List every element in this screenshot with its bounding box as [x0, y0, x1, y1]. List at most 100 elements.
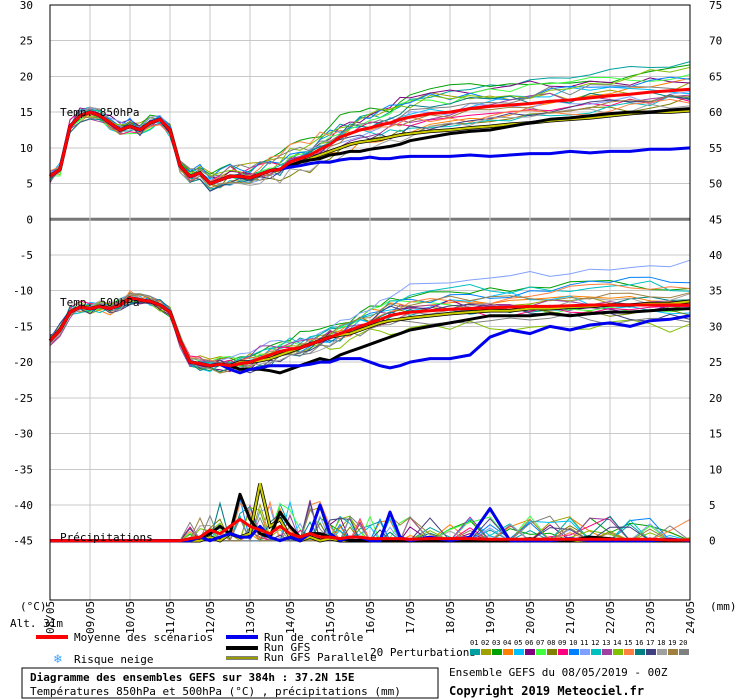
perturb-legend-number: 03: [492, 639, 500, 647]
x-tick-label: 08/05: [44, 601, 57, 634]
x-tick-label: 22/05: [604, 601, 617, 634]
panel-label-t850: Temp. 850hPa: [60, 106, 139, 119]
x-tick-label: 20/05: [524, 601, 537, 634]
chart-subtitle: Températures 850hPa et 500hPa (°C) , pré…: [30, 685, 401, 698]
perturb-legend-number: 13: [602, 639, 610, 647]
perturb-legend-swatch: [536, 649, 546, 655]
legend-gfspar-label: Run GFS Parallele: [264, 651, 377, 664]
left-tick-label: 25: [20, 35, 33, 48]
perturb-legend-swatch: [547, 649, 557, 655]
left-axis-unit: (°C): [20, 600, 47, 613]
x-tick-label: 14/05: [284, 601, 297, 634]
altitude-label: Alt. 31m: [10, 617, 63, 630]
left-tick-label: -35: [13, 463, 33, 476]
right-tick-label: 15: [709, 428, 722, 441]
left-tick-label: 30: [20, 0, 33, 12]
perturb-legend-swatch: [591, 649, 601, 655]
snowflake-icon: ❄: [53, 652, 62, 667]
right-tick-label: 70: [709, 35, 722, 48]
x-tick-label: 12/05: [204, 601, 217, 634]
panel-label-precip: Précipitations: [60, 531, 153, 544]
left-tick-label: 20: [20, 70, 33, 83]
perturb-legend-number: 06: [525, 639, 533, 647]
perturbation-line-t850: [49, 95, 691, 188]
perturb-legend-swatch: [646, 649, 656, 655]
perturb-legend-number: 01: [470, 639, 478, 647]
perturb-legend-number: 12: [591, 639, 599, 647]
x-tick-label: 24/05: [684, 601, 697, 634]
right-tick-label: 0: [709, 535, 716, 548]
perturbation-line-t500: [49, 292, 691, 374]
right-tick-label: 30: [709, 320, 722, 333]
perturb-legend-swatch: [569, 649, 579, 655]
left-tick-label: -45: [13, 535, 33, 548]
right-tick-label: 20: [709, 392, 722, 405]
x-tick-label: 18/05: [444, 601, 457, 634]
perturb-legend-number: 09: [558, 639, 566, 647]
left-tick-label: -5: [20, 249, 33, 262]
perturb-legend-swatch: [558, 649, 568, 655]
left-tick-label: 5: [26, 178, 33, 191]
right-tick-label: 75: [709, 0, 722, 12]
right-tick-label: 40: [709, 249, 722, 262]
left-tick-label: 10: [20, 142, 33, 155]
copyright: Copyright 2019 Meteociel.fr: [449, 684, 644, 698]
right-axis-unit: (mm): [710, 600, 737, 613]
right-tick-label: 25: [709, 356, 722, 369]
left-tick-label: -10: [13, 285, 33, 298]
x-tick-label: 13/05: [244, 601, 257, 634]
main-series-lines: [48, 87, 691, 543]
panel-label-t500: Temp. 500hPa: [60, 296, 139, 309]
x-tick-label: 16/05: [364, 601, 377, 634]
legend-snow-label: Risque neige: [74, 653, 153, 666]
legend-mean-label: Moyenne des scénarios: [74, 631, 213, 644]
series-line-t500: [48, 296, 690, 368]
perturb-legend-swatch: [668, 649, 678, 655]
perturbation-line-t850: [49, 74, 691, 186]
right-tick-label: 10: [709, 463, 722, 476]
left-tick-label: -30: [13, 428, 33, 441]
x-tick-label: 17/05: [404, 601, 417, 634]
series-line-precip: [50, 517, 690, 543]
perturb-legend-swatch: [679, 649, 689, 655]
x-tick-label: 11/05: [164, 601, 177, 634]
legend-control-label: Run de contrôle: [264, 631, 363, 644]
perturb-legend-swatch: [514, 649, 524, 655]
perturb-legend-number: 15: [624, 639, 632, 647]
x-tick-label: 10/05: [124, 601, 137, 634]
left-axis-ticks: 30 25 20 15 10 5 0 -5 -10 -15 -20 -25 -30 -35 -40 -45: [13, 0, 33, 548]
perturbation-legend: 01 02 03 04 05 06 07 08 09 10 11 12 13 14 15 16 17 18 19 20: [470, 639, 689, 655]
perturb-legend-swatch: [635, 649, 645, 655]
perturb-legend-swatch: [657, 649, 667, 655]
perturb-legend-number: 19: [668, 639, 676, 647]
chart-title: Diagramme des ensembles GEFS sur 384h : …: [30, 671, 355, 684]
perturb-legend-swatch: [481, 649, 491, 655]
perturb-legend-swatch: [525, 649, 535, 655]
perturb-legend-number: 18: [657, 639, 665, 647]
perturb-legend-swatch: [492, 649, 502, 655]
perturbation-line-t850: [49, 103, 691, 186]
perturb-legend-swatch: [580, 649, 590, 655]
perturb-legend-number: 07: [536, 639, 544, 647]
left-tick-label: -15: [13, 320, 33, 333]
right-tick-label: 45: [709, 213, 722, 226]
plot-frame: [49, 4, 691, 601]
right-tick-label: 5: [709, 499, 716, 512]
left-tick-label: 15: [20, 106, 33, 119]
left-tick-label: -40: [13, 499, 33, 512]
perturb-legend-number: 10: [569, 639, 577, 647]
x-tick-label: 23/05: [644, 601, 657, 634]
legend-gfs-label: Run GFS: [264, 641, 310, 654]
perturb-legend-number: 16: [635, 639, 643, 647]
x-axis-ticks: 08/05 09/05 10/05 11/05 12/05 13/05 14/05 15/05…: [44, 601, 697, 634]
perturb-legend-number: 04: [503, 639, 511, 647]
left-tick-label: -25: [13, 392, 33, 405]
series-line-t850: [49, 87, 691, 186]
x-tick-label: 15/05: [324, 601, 337, 634]
perturb-legend-swatch: [624, 649, 634, 655]
right-tick-label: 35: [709, 285, 722, 298]
perturb-legend-number: 11: [580, 639, 588, 647]
perturb-legend-number: 20: [679, 639, 687, 647]
right-tick-label: 50: [709, 178, 722, 191]
